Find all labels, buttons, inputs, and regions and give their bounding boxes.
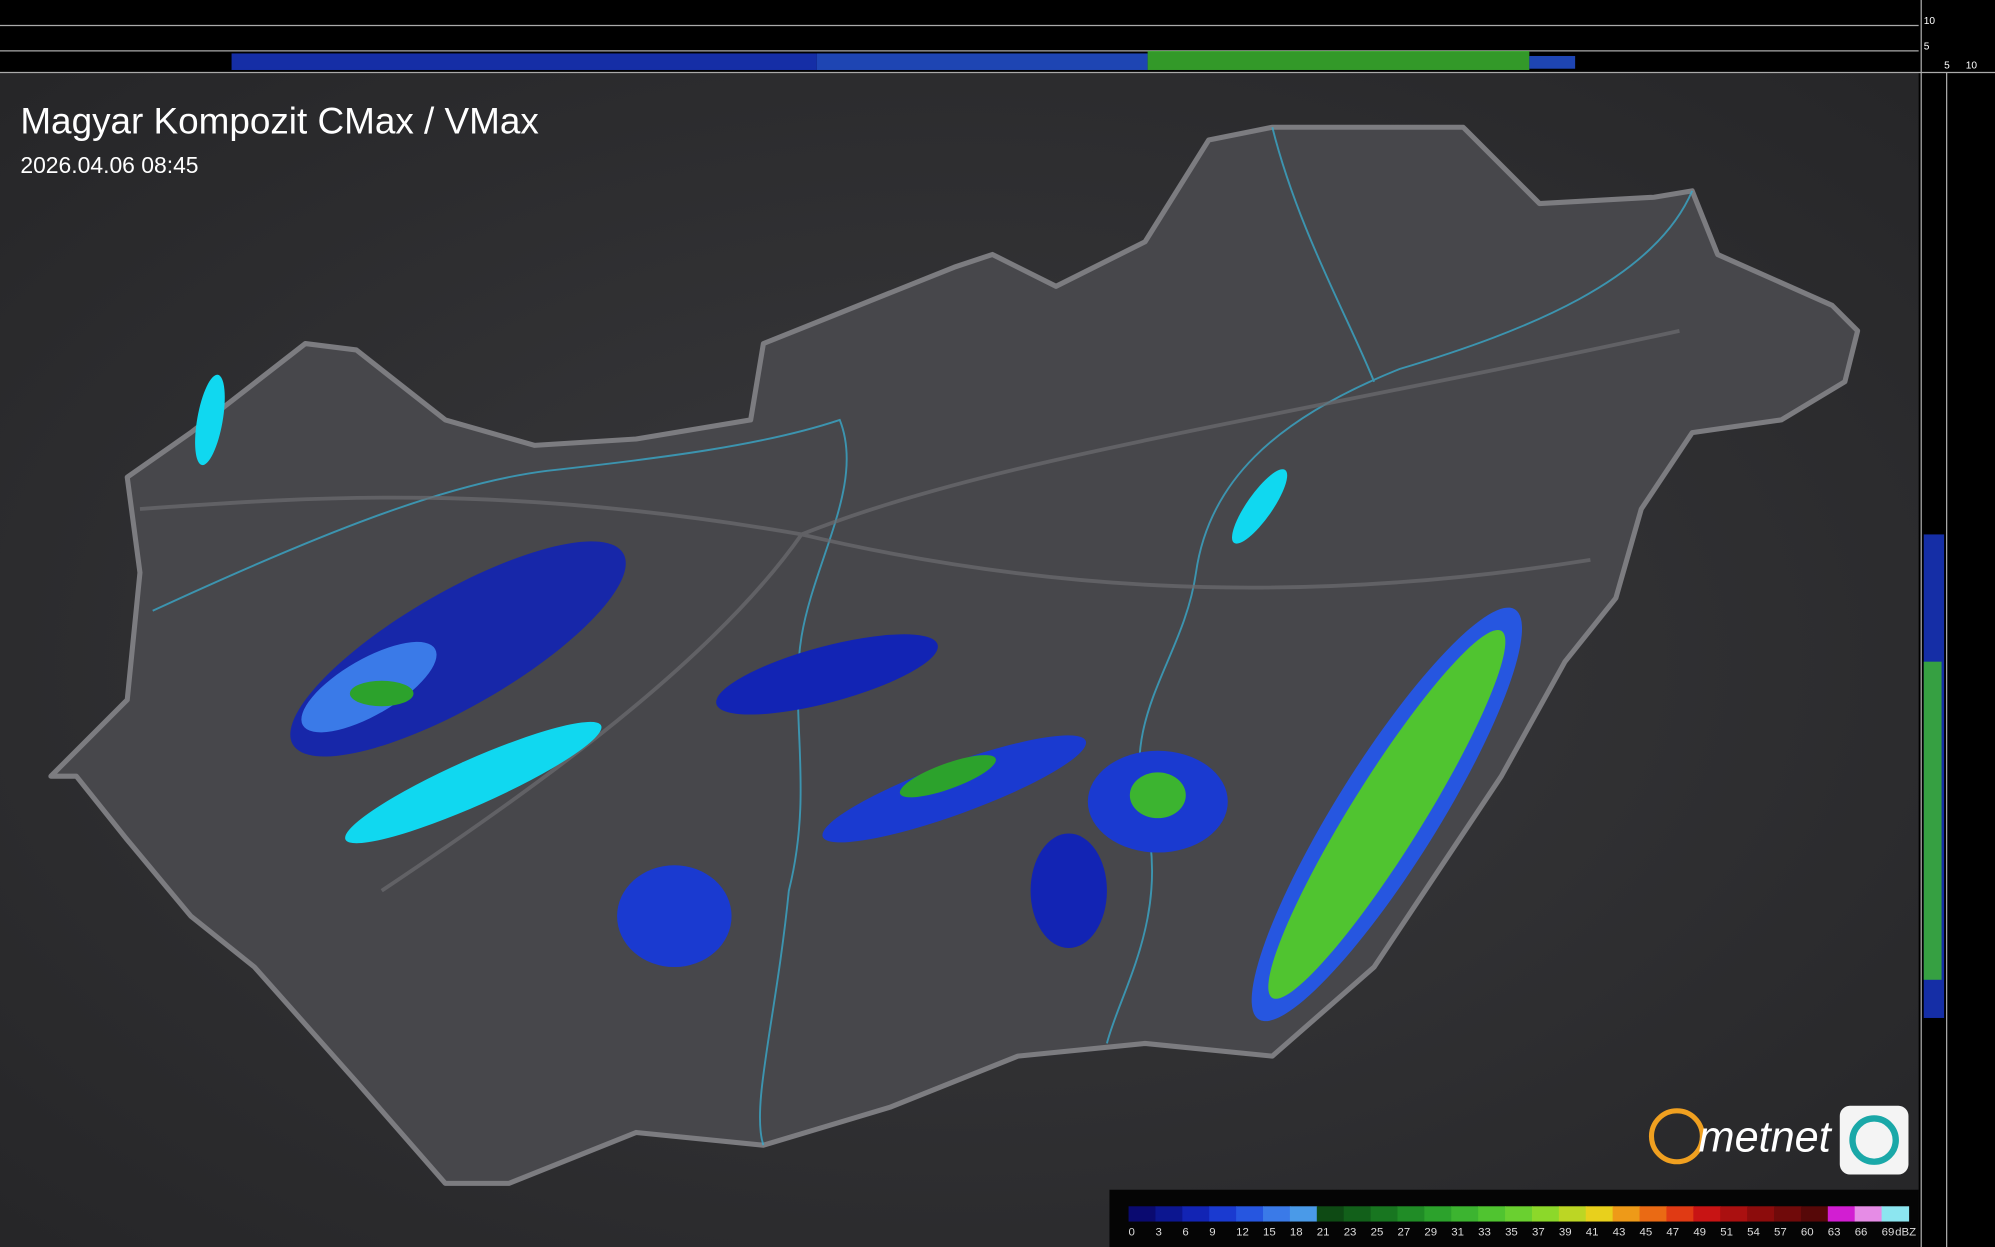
legend-swatch (1693, 1206, 1721, 1222)
legend-swatch (1316, 1206, 1345, 1222)
legend-tick: 33 (1478, 1227, 1491, 1239)
legend-tick: 69 (1882, 1227, 1895, 1239)
legend-swatch (1397, 1206, 1426, 1222)
legend-swatch (1424, 1206, 1452, 1222)
side-profile (1920, 0, 1948, 1247)
legend-swatch (1854, 1206, 1883, 1222)
legend-swatch (1558, 1206, 1587, 1222)
legend-tick: 66 (1855, 1227, 1868, 1239)
legend-swatch (1585, 1206, 1614, 1222)
legend-tick: 39 (1559, 1227, 1572, 1239)
map-title: Magyar Kompozit CMax / VMax (20, 101, 539, 142)
legend-tick: 29 (1424, 1227, 1437, 1239)
legend-tick: 25 (1371, 1227, 1384, 1239)
legend-swatch (1666, 1206, 1694, 1222)
scale-label: 10 (1966, 61, 1978, 72)
scale-label: 5 (1944, 61, 1950, 72)
legend-swatch (1451, 1206, 1479, 1222)
legend-swatch (1800, 1206, 1829, 1222)
legend-swatch (1128, 1206, 1157, 1222)
logo-text: metnet (1699, 1114, 1833, 1162)
scale-label: 10 (1924, 16, 1936, 27)
roads (139, 328, 1680, 893)
legend-unit: dBZ (1895, 1227, 1916, 1239)
legend-tick: 63 (1828, 1227, 1841, 1239)
legend-tick: 9 (1209, 1227, 1215, 1239)
logo (1648, 1105, 1909, 1175)
legend-tick: 0 (1129, 1227, 1135, 1239)
legend-swatch (1263, 1206, 1291, 1222)
legend-tick: 57 (1774, 1227, 1787, 1239)
legend-tick: 45 (1640, 1227, 1653, 1239)
legend-swatch (1747, 1206, 1775, 1222)
legend-swatch (1289, 1206, 1318, 1222)
legend-tick: 15 (1263, 1227, 1276, 1239)
legend-swatch (1236, 1206, 1264, 1222)
legend-tick: 47 (1666, 1227, 1679, 1239)
legend-tick: 6 (1182, 1227, 1188, 1239)
legend-tick: 23 (1344, 1227, 1357, 1239)
legend-swatch (1182, 1206, 1210, 1222)
legend-tick: 60 (1801, 1227, 1814, 1239)
legend-swatch (1370, 1206, 1399, 1222)
legend-swatch (1478, 1206, 1506, 1222)
legend-tick: 54 (1747, 1227, 1760, 1239)
legend-tick: 3 (1155, 1227, 1161, 1239)
legend: 0 3 6 9 12 15 18 21 23 25 27 29 31 33 35 37 39 41 43 45 47 49… (1128, 1206, 1916, 1239)
legend-swatch (1720, 1206, 1748, 1222)
legend-tick: 43 (1613, 1227, 1626, 1239)
radar-echo (290, 541, 1523, 1022)
legend-swatch (1774, 1206, 1802, 1222)
legend-swatch (1639, 1206, 1668, 1222)
legend-tick: 21 (1317, 1227, 1330, 1239)
legend-swatch (1343, 1206, 1372, 1222)
legend-swatch (1612, 1206, 1641, 1222)
legend-swatch (1209, 1206, 1237, 1222)
legend-swatch (1881, 1206, 1910, 1222)
legend-tick: 51 (1720, 1227, 1733, 1239)
legend-tick: 18 (1290, 1227, 1303, 1239)
legend-swatch (1531, 1206, 1560, 1222)
legend-swatch (1827, 1206, 1856, 1222)
legend-tick: 37 (1532, 1227, 1545, 1239)
top-profile (0, 24, 1995, 74)
legend-tick: 41 (1586, 1227, 1599, 1239)
rivers (152, 127, 1694, 1146)
legend-tick: 31 (1451, 1227, 1464, 1239)
legend-tick: 12 (1236, 1227, 1249, 1239)
legend-tick: 27 (1397, 1227, 1410, 1239)
legend-tick: 35 (1505, 1227, 1518, 1239)
lakes (195, 374, 1288, 844)
scale-label: 5 (1924, 42, 1930, 53)
country-border (48, 124, 1861, 1186)
legend-swatch (1505, 1206, 1533, 1222)
legend-swatch (1155, 1206, 1183, 1222)
timestamp: 2026.04.06 08:45 (20, 152, 198, 178)
legend-tick: 49 (1693, 1227, 1706, 1239)
